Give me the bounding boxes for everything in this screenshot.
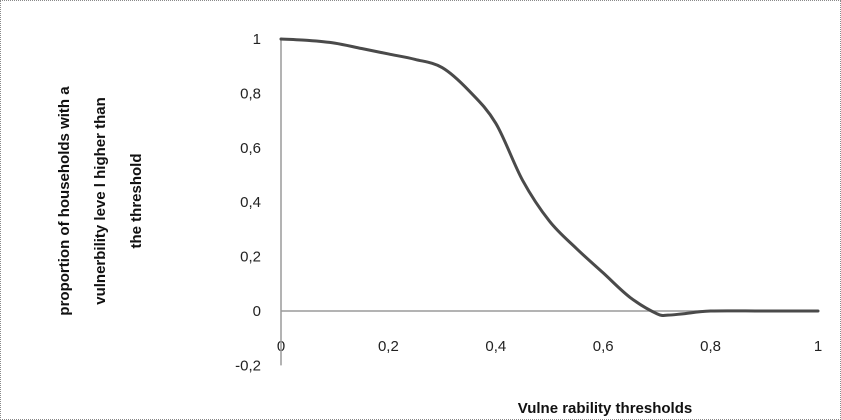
y-axis-title-line: the threshold [128,153,145,248]
y-axis-title: proportion of households with a vulnerbil… [56,86,145,316]
y-tick-label: 0,8 [240,85,261,102]
x-tick-label: 0,8 [700,338,721,355]
x-tick-labels: 00,20,40,60,81 [277,338,822,355]
y-tick-labels: -0,2 0 0,2 0,4 0,6 0,8 1 [235,31,261,374]
y-tick-label: 0,2 [240,249,261,266]
x-tick-label: 0,4 [485,338,506,355]
y-tick-label: 1 [253,31,261,48]
y-axis-title-line: vulnerbility leve l higher than [92,97,109,305]
x-tick-label: 0,6 [593,338,614,355]
x-tick-label: 1 [814,338,822,355]
y-tick-label: 0,6 [240,140,261,157]
x-axis-title: Vulne rability thresholds [518,400,692,417]
y-tick-label: -0,2 [235,357,261,374]
y-axis-title-line: proportion of households with a [56,86,73,316]
y-tick-label: 0,4 [240,194,261,211]
x-tick-label: 0,2 [378,338,399,355]
series-line [279,37,820,318]
y-tick-label: 0 [253,303,261,320]
